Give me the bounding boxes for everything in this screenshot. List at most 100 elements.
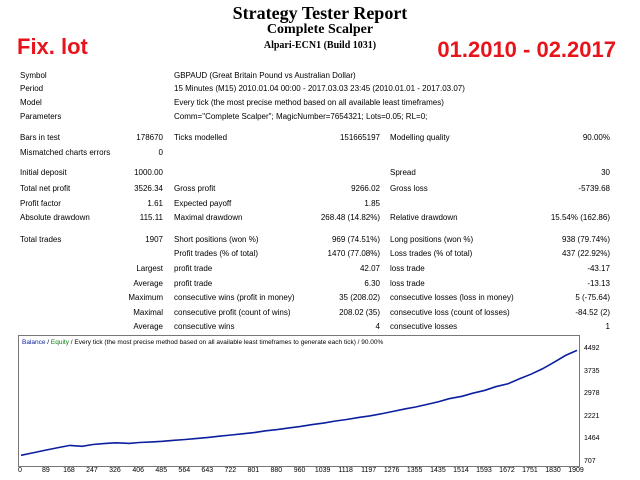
long-label: Long positions (won %) xyxy=(390,235,474,244)
drawdown-row: Absolute drawdown 115.11 Maximal drawdow… xyxy=(20,212,610,224)
largest-lt-value: -43.17 xyxy=(587,264,610,273)
maxdd-label: Maximal drawdown xyxy=(174,213,243,222)
expert-name: Complete Scalper xyxy=(266,22,374,37)
x-tick-label: 1355 xyxy=(406,467,423,474)
largest-label: Largest xyxy=(136,264,163,273)
average-lt-value: -13.13 xyxy=(587,279,610,288)
trades-row: Total trades 1907 Short positions (won %… xyxy=(20,234,610,246)
x-tick-label: 406 xyxy=(132,467,145,474)
spread-value: 30 xyxy=(601,168,610,177)
parameters-row: Parameters Comm="Complete Scalper"; Magi… xyxy=(20,111,610,123)
losstr-value: 437 (22.92%) xyxy=(561,249,610,258)
x-tick-label: 1118 xyxy=(338,467,353,474)
deposit-label: Initial deposit xyxy=(20,168,67,177)
mismatch-label: Mismatched charts errors xyxy=(20,148,111,157)
legend-equity: Equity xyxy=(50,339,69,346)
maximum-label: Maximum xyxy=(128,293,163,302)
x-tick-label: 1909 xyxy=(568,467,584,474)
average-lt-label: loss trade xyxy=(390,279,425,288)
ep-value: 1.85 xyxy=(364,199,380,208)
avg-cl-label: consecutive losses xyxy=(390,322,458,331)
profittr-label: Profit trades (% of total) xyxy=(174,249,259,258)
absdd-value: 115.11 xyxy=(139,213,163,222)
x-tick-label: 1276 xyxy=(383,467,400,474)
trades-label: Total trades xyxy=(20,235,62,244)
chart-legend: Balance / Equity / Every tick (the most … xyxy=(22,339,383,346)
bars-value: 178670 xyxy=(136,133,163,142)
x-tick-label: 564 xyxy=(178,467,191,474)
maximal-label: Maximal xyxy=(133,308,163,317)
model-row: Model Every tick (the most precise metho… xyxy=(20,97,610,109)
ticks-label: Ticks modelled xyxy=(174,133,228,142)
netprofit-label: Total net profit xyxy=(20,184,71,193)
series-line-balance xyxy=(20,349,578,457)
largest-lt-label: loss trade xyxy=(390,264,425,273)
x-tick-label: 1039 xyxy=(314,467,331,474)
legend-sep: / xyxy=(45,339,51,346)
max-cl-value: 5 (-75.64) xyxy=(575,293,610,302)
quality-label: Modelling quality xyxy=(390,133,450,142)
legend-balance: Balance xyxy=(22,339,46,346)
mxl-cp-label: consecutive profit (count of wins) xyxy=(174,308,291,317)
deposit-value: 1000.00 xyxy=(134,168,163,177)
average-row: Average profit trade 6.30 loss trade -13… xyxy=(20,278,610,290)
pf-value: 1.61 xyxy=(147,199,163,208)
maxdd-value: 268.48 (14.82%) xyxy=(320,213,380,222)
average-pt-label: profit trade xyxy=(174,279,213,288)
avg2-label: Average xyxy=(133,322,163,331)
avg-cl-value: 1 xyxy=(605,322,610,331)
x-tick-label: 1514 xyxy=(453,467,469,474)
trades-value: 1907 xyxy=(145,235,163,244)
x-tick-label: 326 xyxy=(109,467,121,474)
bars-row: Bars in test 178670 Ticks modelled 15166… xyxy=(20,132,610,144)
spread-label: Spread xyxy=(390,168,416,177)
y-tick-label: 3735 xyxy=(584,367,600,375)
netprofit-value: 3526.34 xyxy=(134,184,163,193)
symbol-value: GBPAUD (Great Britain Pound vs Australia… xyxy=(174,71,356,80)
x-tick-label: 0 xyxy=(18,467,22,474)
max-cw-value: 35 (208.02) xyxy=(339,293,380,302)
x-tick-label: 485 xyxy=(155,467,168,474)
x-tick-label: 722 xyxy=(224,467,237,474)
x-tick-label: 89 xyxy=(42,467,50,474)
x-tick-label: 1197 xyxy=(361,467,377,474)
parameters-label: Parameters xyxy=(20,112,62,121)
max-cl-label: consecutive losses (loss in money) xyxy=(390,293,514,302)
x-tick-label: 643 xyxy=(201,467,214,474)
mxl-cl-label: consecutive loss (count of losses) xyxy=(390,308,510,317)
mismatch-row: Mismatched charts errors 0 xyxy=(20,147,610,159)
profitfactor-row: Profit factor 1.61 Expected payoff 1.85 xyxy=(20,198,610,210)
x-tick-label: 880 xyxy=(270,467,283,474)
grossloss-value: -5739.68 xyxy=(578,184,610,193)
bars-label: Bars in test xyxy=(20,133,61,142)
largest-row: Largest profit trade 42.07 loss trade -4… xyxy=(20,263,610,275)
symbol-row: Symbol GBPAUD (Great Britain Pound vs Au… xyxy=(20,70,610,82)
server-build: Alpari-ECN1 (Build 1031) xyxy=(263,40,377,51)
mismatch-value: 0 xyxy=(158,148,163,157)
parameters-value: Comm="Complete Scalper"; MagicNumber=765… xyxy=(174,112,428,121)
symbol-label: Symbol xyxy=(20,71,47,80)
model-value: Every tick (the most precise method base… xyxy=(174,98,444,107)
pf-label: Profit factor xyxy=(20,199,61,208)
x-tick-label: 1751 xyxy=(522,467,538,474)
profittr-value: 1470 (77.08%) xyxy=(327,249,380,258)
reldd-value: 15.54% (162.86) xyxy=(550,213,610,222)
ep-label: Expected payoff xyxy=(174,199,232,208)
y-tick-label: 1464 xyxy=(584,435,600,443)
maximum-row: Maximum consecutive wins (profit in mone… xyxy=(20,292,610,304)
avg-consec-row: Average consecutive wins 4 consecutive l… xyxy=(20,321,610,333)
date-range-overlay: 01.2010 - 02.2017 xyxy=(437,37,616,62)
x-tick-label: 1830 xyxy=(545,467,561,474)
y-tick-label: 707 xyxy=(584,458,596,465)
ticks-value: 151665197 xyxy=(339,133,380,142)
deposit-row: Initial deposit 1000.00 Spread 30 xyxy=(20,167,610,179)
grossprofit-label: Gross profit xyxy=(174,184,216,193)
report-title: Strategy Tester Report xyxy=(232,3,408,23)
average-pt-value: 6.30 xyxy=(364,279,380,288)
mxl-cl-value: -84.52 (2) xyxy=(575,308,610,317)
period-row: Period 15 Minutes (M15) 2010.01.04 00:00… xyxy=(20,83,610,95)
balance-chart xyxy=(18,335,580,467)
netprofit-row: Total net profit 3526.34 Gross profit 92… xyxy=(20,183,610,195)
legend-rest: / Every tick (the most precise method ba… xyxy=(69,339,384,346)
x-tick-label: 168 xyxy=(63,467,75,474)
